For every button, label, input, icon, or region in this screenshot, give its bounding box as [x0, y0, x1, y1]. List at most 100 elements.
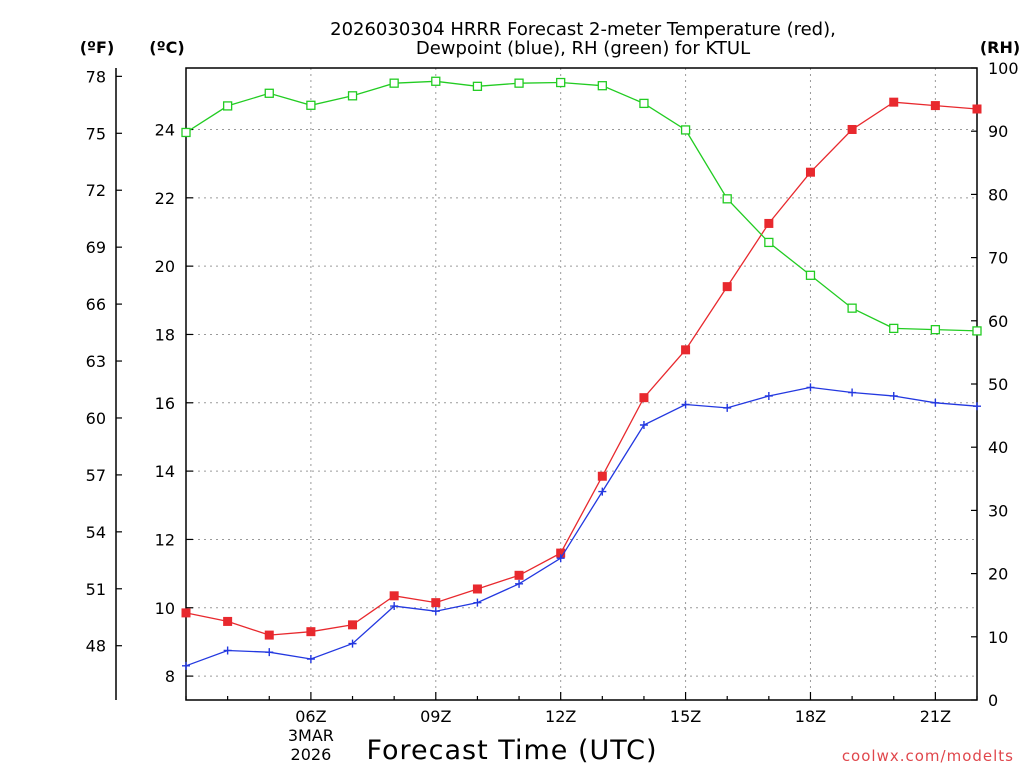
x-tick-label: 06Z	[295, 707, 326, 726]
rh-tick-label: 80	[988, 185, 1008, 204]
rh-point	[264, 88, 274, 98]
temperature-point	[764, 218, 774, 228]
rh-point	[222, 101, 233, 111]
dewpoint-point	[223, 646, 232, 655]
temperature-point	[389, 591, 399, 601]
temperature-point	[722, 282, 732, 292]
fahrenheit-tick-label: 48	[86, 637, 106, 656]
temperature-point	[930, 101, 940, 111]
rh-point	[472, 81, 483, 91]
temperature-point	[472, 584, 482, 594]
dewpoint-point	[889, 391, 898, 400]
dewpoint-point	[764, 391, 773, 400]
dewpoint-point	[598, 487, 607, 496]
x-tick-label: 21Z	[920, 707, 951, 726]
temperature-point	[889, 97, 899, 107]
celsius-tick-label: 16	[155, 394, 175, 413]
axes: 48 51 54 57 60 63 66 69 72 75 78 8 10 12 14 16 18 20 22 24 0…	[86, 59, 1019, 764]
celsius-tick-label: 20	[155, 257, 175, 276]
x-tick-label: 09Z	[420, 707, 451, 726]
x-date-label: 3MAR	[288, 726, 334, 745]
dewpoint-point	[681, 400, 690, 409]
temperature-point	[805, 167, 815, 177]
temperature-point	[972, 104, 982, 114]
rh-point	[306, 100, 316, 110]
plot-frame	[185, 67, 978, 701]
rh-axis-unit: (RH)	[980, 38, 1020, 57]
credit-text: coolwx.com/modelts	[842, 747, 1014, 765]
rh-line	[185, 80, 978, 332]
rh-point	[764, 237, 774, 248]
fahrenheit-tick-label: 78	[86, 67, 106, 86]
temperature-point	[181, 608, 191, 618]
rh-point	[389, 78, 399, 88]
temperature-point	[639, 393, 649, 403]
fahrenheit-tick-label: 66	[86, 295, 106, 314]
dewpoint-point	[431, 607, 440, 616]
dewpoint-point	[931, 398, 940, 407]
rh-point	[347, 91, 358, 101]
rh-tick-label: 50	[988, 375, 1008, 394]
celsius-tick-label: 8	[165, 667, 175, 686]
rh-tick-label: 60	[988, 312, 1008, 331]
dewpoint-point	[806, 383, 815, 392]
rh-tick-label: 0	[988, 691, 998, 710]
rh-point	[556, 77, 566, 88]
rh-point	[181, 127, 191, 138]
dewpoint-point	[515, 579, 524, 588]
rh-point	[514, 78, 524, 88]
rh-point	[431, 76, 441, 86]
temperature-point	[264, 630, 274, 640]
fahrenheit-tick-label: 69	[86, 238, 106, 257]
rh-tick-label: 100	[988, 59, 1019, 78]
rh-point	[805, 270, 816, 280]
rh-point	[639, 98, 649, 109]
fahrenheit-tick-label: 60	[86, 409, 106, 428]
rh-tick-label: 90	[988, 122, 1008, 141]
dewpoint-point	[848, 388, 857, 397]
fahrenheit-tick-label: 72	[86, 181, 106, 200]
temperature-line	[185, 101, 978, 636]
celsius-tick-label: 14	[155, 462, 175, 481]
rh-point	[889, 323, 899, 334]
dewpoint-point	[390, 602, 399, 611]
rh-point	[680, 125, 691, 135]
grid-lines	[186, 68, 977, 700]
temperature-point	[847, 124, 857, 134]
fahrenheit-tick-label: 57	[86, 466, 106, 485]
fahrenheit-tick-label: 51	[86, 580, 106, 599]
dewpoint-point	[973, 402, 981, 411]
temperature-point	[306, 627, 316, 637]
fahrenheit-tick-label: 75	[86, 124, 106, 143]
celsius-tick-label: 12	[155, 530, 175, 549]
temperature-point	[223, 616, 233, 626]
temperature-point	[431, 598, 441, 608]
rh-point	[597, 81, 607, 91]
chart-title-line2: Dewpoint (blue), RH (green) for KTUL	[416, 38, 750, 59]
rh-tick-label: 70	[988, 249, 1008, 268]
dewpoint-point	[306, 655, 315, 664]
dewpoint-line	[185, 386, 978, 667]
dewpoint-point	[348, 639, 357, 648]
celsius-axis-unit: (ºC)	[149, 38, 184, 57]
rh-point	[722, 194, 732, 204]
dewpoint-point	[265, 648, 274, 657]
temperature-point	[681, 345, 691, 355]
rh-tick-label: 10	[988, 628, 1008, 647]
rh-tick-label: 40	[988, 438, 1008, 457]
x-tick-label: 18Z	[795, 707, 826, 726]
dewpoint-point	[473, 598, 482, 607]
x-axis-label: Forecast Time (UTC)	[366, 735, 657, 766]
celsius-tick-label: 10	[155, 599, 175, 618]
rh-tick-label: 20	[988, 565, 1008, 584]
x-year-label: 2026	[291, 745, 332, 764]
dewpoint-point	[639, 420, 648, 429]
fahrenheit-tick-label: 63	[86, 352, 106, 371]
temperature-point	[514, 570, 524, 580]
chart-title-line1: 2026030304 HRRR Forecast 2-meter Tempera…	[330, 19, 836, 40]
rh-point	[930, 324, 941, 335]
temperature-point	[597, 471, 607, 481]
x-tick-label: 15Z	[670, 707, 701, 726]
